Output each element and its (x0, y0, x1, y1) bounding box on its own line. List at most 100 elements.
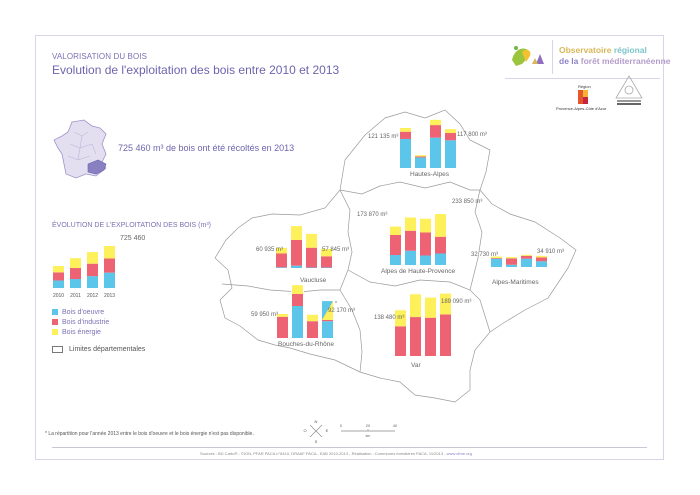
bar-segment-bois-energie (491, 256, 502, 259)
swatch-bois-energie (52, 329, 58, 335)
bar-segment-bois-industrie (321, 256, 332, 268)
observatoire-name-line1: Observatoire régional (559, 45, 647, 55)
bar-segment-bois-industrie (415, 156, 426, 158)
bar-segment-bois-energie (430, 119, 441, 126)
obs-word-1: Observatoire (559, 45, 612, 55)
department-name: Alpes-Maritimes (492, 279, 539, 286)
scale-tick: 20 (366, 423, 371, 428)
chart-bouches-du-rh-ne: * Bouches-du-Rhône 59 950 m³ 92 170 m³ (251, 284, 355, 348)
bar-segment-bois-oeuvre (420, 255, 431, 265)
scale-tick: 40 (393, 423, 398, 428)
bar-2013 (104, 245, 115, 288)
bar-2010 (394, 309, 407, 356)
bar-segment-bois-oeuvre (521, 258, 532, 267)
swatch-bois-oeuvre (52, 309, 58, 315)
page-title: Evolution de l'exploitation des bois ent… (52, 63, 340, 77)
bar-segment-bois-industrie (87, 263, 98, 277)
footnote: * La répartition pour l'année 2013 entre… (45, 431, 254, 437)
bar-segment-bois-energie (276, 247, 287, 254)
first-year-total: 60 935 m³ (256, 247, 283, 253)
bar-segment-bois-industrie (410, 317, 421, 356)
section-kicker: VALORISATION DU BOIS (52, 52, 148, 61)
bar-segment-bois-industrie (425, 317, 436, 356)
sources-url-link[interactable]: www.ofme.org (446, 451, 472, 456)
bar-2011 (70, 258, 81, 288)
legend-item-bois-industrie: Bois d'industrie (52, 317, 109, 327)
bar-segment-bois-energie (307, 314, 318, 322)
obs-word-4: forêt méditerranéenne (580, 56, 671, 66)
bar-segment-bois-energie (104, 245, 115, 259)
bar-segment-bois-energie (506, 257, 517, 259)
evolution-total-label: 725 460 (120, 235, 146, 242)
bar-2011 (409, 293, 422, 356)
split-energie (322, 301, 333, 320)
evolution-chart-title: ÉVOLUTION DE L'EXPLOITATION DES BOIS (m³… (52, 222, 211, 229)
bar-segment-bois-industrie (307, 321, 318, 338)
bar-segment-bois-energie (445, 129, 456, 134)
chart-var: Var 138 480 m³ 189 090 m³ (374, 292, 471, 369)
scale-unit: km (366, 434, 371, 438)
chart-vaucluse: Vaucluse 60 935 m³ 57 845 m³ (256, 225, 349, 284)
region-logo-name: Provence-Alpes-Côte d'Azur (556, 106, 607, 111)
bar-segment-bois-oeuvre (430, 137, 441, 168)
page-frame (35, 35, 664, 460)
communes-forestieres-logo-icon (615, 75, 643, 105)
bar-2013 (535, 254, 548, 267)
bar-segment-bois-energie (435, 214, 446, 237)
bar-2011 (505, 256, 518, 267)
compass-o: O (303, 428, 306, 433)
bar-segment-bois-energie (277, 314, 288, 317)
bar-2010 (53, 266, 64, 288)
bar-segment-bois-energie (440, 293, 451, 315)
compass-s: S (315, 439, 318, 444)
bar-segment-bois-energie (420, 218, 431, 233)
legend-item-bois-energie: Bois énergie (52, 327, 109, 337)
bar-segment-bois-oeuvre (506, 264, 517, 267)
logo-divider (505, 78, 660, 79)
bar-segment-bois-oeuvre (405, 250, 416, 265)
bar-segment-bois-energie (405, 217, 416, 231)
france-locator-map (53, 119, 107, 179)
bar-segment-bois-oeuvre (445, 140, 456, 168)
bar-segment-bois-industrie (390, 235, 401, 255)
last-year-total: 92 170 m³ (328, 308, 355, 314)
bar-segment-bois-industrie (420, 232, 431, 256)
department-name: Bouches-du-Rhône (278, 341, 334, 348)
bar-segment-bois-industrie (440, 314, 451, 356)
last-year-total: 117 800 m³ (457, 132, 487, 138)
bar-segment-bois-industrie (445, 133, 456, 141)
x-tick-label: 2011 (70, 293, 81, 299)
first-year-total: 138 480 m³ (374, 315, 404, 321)
bar-segment-bois-energie (536, 255, 547, 258)
swatch-bois-industrie (52, 319, 58, 325)
bar-segment-bois-energie (415, 155, 426, 157)
bar-2013 (320, 247, 333, 268)
bar-2010 (389, 225, 402, 265)
x-tick-label: 2013 (104, 293, 115, 299)
scale-bar: 0 20 40 km (340, 423, 398, 438)
note-marker: * (335, 301, 337, 307)
obs-word-3: de la (559, 56, 579, 66)
bar-2012 (424, 296, 437, 356)
bar-segment-bois-oeuvre (87, 276, 98, 288)
bar-2013 (444, 128, 457, 168)
logo-separator (552, 40, 553, 74)
limits-swatch (52, 346, 63, 353)
department-name: Var (411, 362, 421, 369)
bar-segment-bois-industrie (506, 258, 517, 265)
bar-2012 (520, 253, 533, 267)
split-oeuvre (322, 301, 333, 320)
bar-segment-bois-industrie (536, 257, 547, 262)
bar-segment-bois-industrie (104, 258, 115, 273)
sources-credit: Sources : BD Carto® - ©IGN, PFAR PACA n°… (200, 451, 472, 456)
compass-e: E (326, 428, 329, 433)
chart-alpes-de-haute-provence: Alpes de Haute-Provence 173 870 m³ 233 850… (357, 199, 482, 275)
legend-item-limits: Limites départementales (52, 346, 145, 353)
bar-segment-bois-industrie (395, 326, 406, 356)
bar-2012 (429, 118, 442, 168)
bar-2012 (419, 217, 432, 265)
legend-label: Bois d'industrie (62, 318, 110, 326)
bar-2010 (275, 246, 288, 268)
